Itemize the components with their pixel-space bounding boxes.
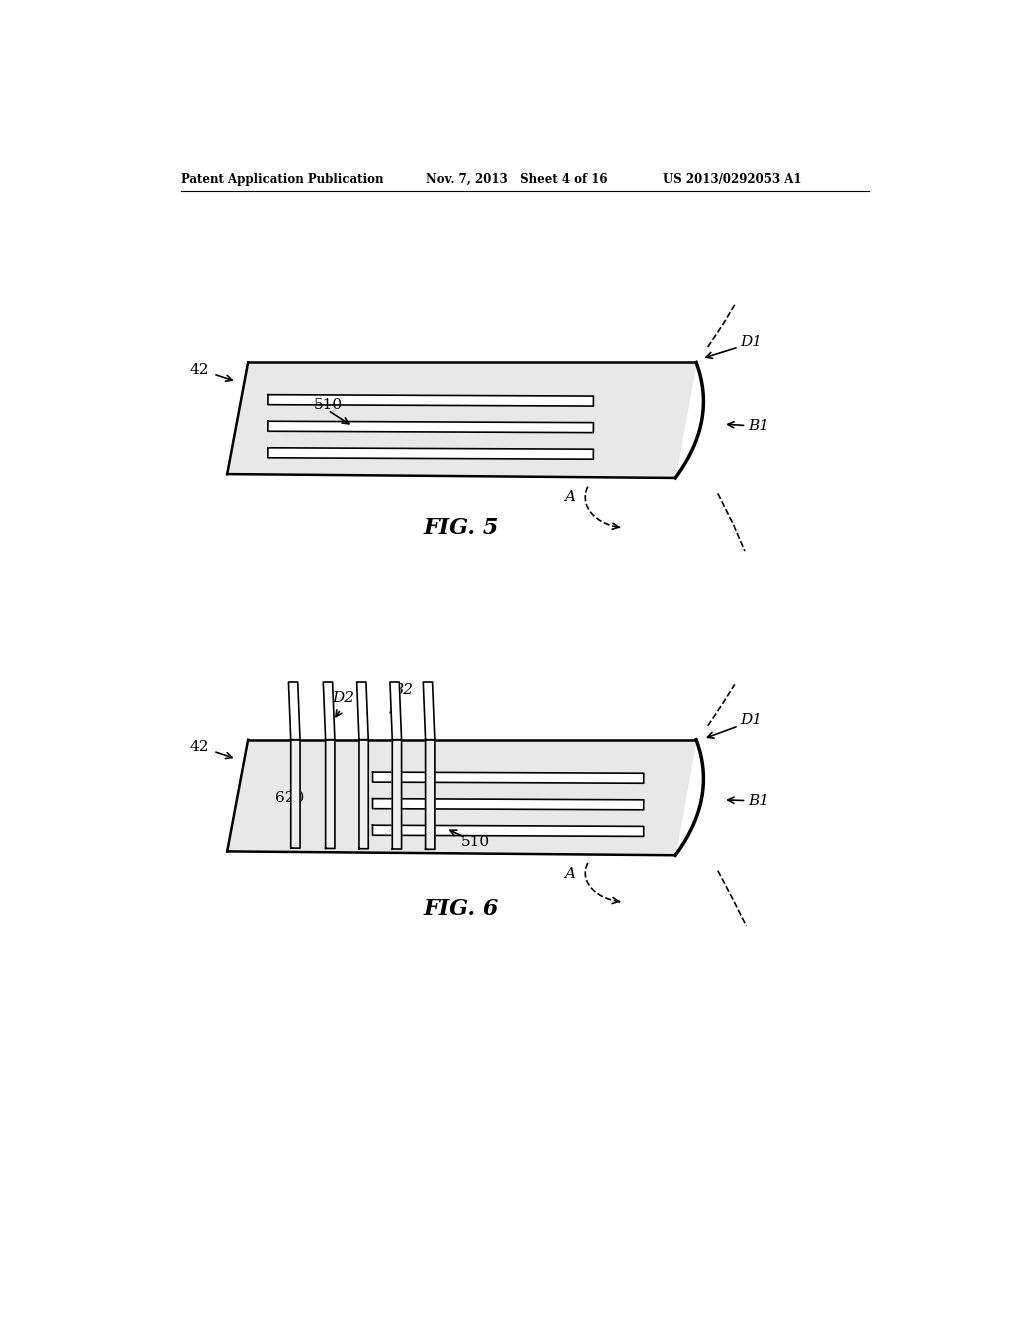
Polygon shape	[291, 739, 300, 849]
Polygon shape	[356, 682, 369, 739]
Text: 510: 510	[461, 836, 490, 849]
Polygon shape	[289, 682, 300, 739]
Text: US 2013/0292053 A1: US 2013/0292053 A1	[663, 173, 801, 186]
Text: 510: 510	[314, 397, 343, 412]
Text: 42: 42	[189, 363, 209, 378]
Polygon shape	[326, 739, 335, 849]
Text: D1: D1	[740, 714, 762, 727]
Text: D1: D1	[740, 335, 762, 348]
Polygon shape	[392, 739, 401, 849]
Polygon shape	[373, 825, 644, 837]
Text: A: A	[564, 867, 575, 882]
Polygon shape	[268, 447, 593, 459]
Text: D2: D2	[333, 692, 354, 705]
Text: Patent Application Publication: Patent Application Publication	[180, 173, 383, 186]
Text: B1: B1	[748, 420, 769, 433]
Text: Nov. 7, 2013   Sheet 4 of 16: Nov. 7, 2013 Sheet 4 of 16	[426, 173, 608, 186]
Text: 42: 42	[189, 741, 209, 755]
Text: B1: B1	[748, 795, 769, 808]
Polygon shape	[359, 739, 369, 849]
Polygon shape	[390, 682, 401, 739]
Text: 620: 620	[275, 791, 304, 804]
Polygon shape	[324, 682, 335, 739]
Polygon shape	[373, 772, 644, 783]
Text: FIG. 6: FIG. 6	[424, 898, 499, 920]
Text: FIG. 5: FIG. 5	[424, 517, 499, 539]
Polygon shape	[423, 682, 435, 739]
Polygon shape	[426, 739, 435, 849]
Polygon shape	[227, 739, 696, 855]
Polygon shape	[373, 799, 644, 810]
Polygon shape	[268, 421, 593, 433]
Text: B2: B2	[392, 684, 414, 697]
Polygon shape	[227, 363, 696, 478]
Text: A: A	[564, 490, 575, 504]
Polygon shape	[268, 395, 594, 407]
